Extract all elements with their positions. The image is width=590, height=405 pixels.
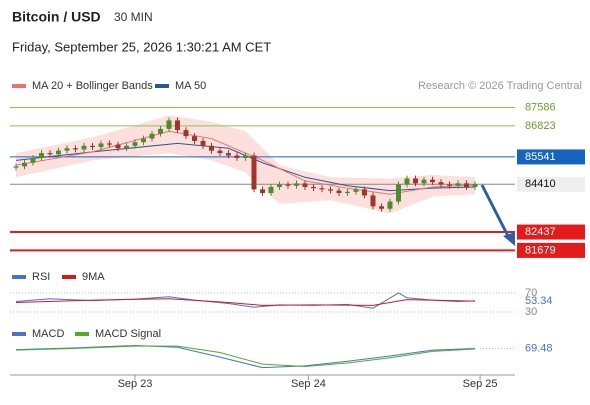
- candle-body: [430, 179, 435, 183]
- level-label: 86823: [525, 120, 556, 132]
- level-box: [517, 224, 585, 240]
- candle-body: [30, 157, 36, 163]
- macd-line: [15, 345, 476, 368]
- candle-body: [192, 136, 197, 141]
- candle-body: [455, 183, 461, 186]
- candle-body: [260, 189, 265, 194]
- candle-body: [413, 178, 418, 184]
- candle-body: [294, 183, 299, 186]
- candle-body: [345, 191, 350, 194]
- source: Research © 2026 Trading Central: [418, 80, 582, 92]
- candle-body: [379, 206, 384, 209]
- legend-swatch: [12, 84, 26, 88]
- candle-body: [472, 184, 478, 187]
- forecast-arrow: [480, 184, 511, 239]
- rsi-tick-label: 30: [525, 306, 537, 318]
- candle-body: [387, 201, 393, 209]
- candle-body: [243, 155, 248, 158]
- candle-body: [217, 150, 223, 154]
- candle-body: [209, 145, 214, 151]
- bollinger-band: [16, 115, 475, 214]
- macd-line: [15, 344, 476, 369]
- rsi-value-label: 53.34: [525, 295, 553, 307]
- candle-body: [404, 178, 410, 185]
- legend-swatch: [75, 332, 89, 336]
- interval: 30 MIN: [114, 10, 153, 24]
- candle-body: [302, 183, 308, 187]
- candle-body: [328, 189, 333, 191]
- candle-body: [90, 145, 95, 148]
- candle-body: [166, 120, 172, 129]
- arrow-head: [503, 232, 515, 246]
- candle-body: [396, 184, 401, 202]
- chart-title: Bitcoin / USD: [12, 9, 101, 25]
- candle-body: [107, 143, 112, 145]
- candle-body: [98, 143, 104, 148]
- rsi-tick-label: 70: [525, 287, 537, 299]
- candle-body: [56, 150, 61, 155]
- candle-body: [226, 153, 231, 156]
- candle-body: [234, 155, 240, 158]
- candle-body: [362, 189, 367, 196]
- candle-body: [421, 179, 427, 184]
- level-box: [517, 149, 585, 165]
- ma20-line: [15, 130, 476, 195]
- x-tick-label: Sep 25: [463, 378, 498, 390]
- candle-body: [141, 138, 146, 143]
- level-label: 82437: [525, 226, 556, 238]
- candle-body: [64, 148, 70, 151]
- rsi-line: [15, 298, 476, 306]
- legend-label: MA 20 + Bollinger Bands: [32, 80, 153, 92]
- level-label: 85541: [525, 151, 556, 163]
- level-label: 87586: [525, 101, 556, 113]
- legend-label: RSI: [32, 271, 50, 283]
- candle-body: [149, 133, 155, 139]
- legend-swatch: [12, 332, 26, 336]
- candle-body: [200, 140, 206, 146]
- legend-label: 9MA: [82, 271, 105, 283]
- candle-body: [158, 128, 163, 134]
- legend-swatch: [12, 275, 26, 279]
- candle-body: [268, 186, 274, 194]
- legend-swatch: [155, 84, 169, 88]
- macd-value-label: 69.48: [525, 342, 553, 354]
- subtitle: Friday, September 25, 2026 1:30:21 AM CE…: [12, 39, 271, 54]
- candle-body: [277, 184, 282, 187]
- legend-label: MA 50: [175, 80, 206, 92]
- candle-body: [183, 130, 189, 137]
- candle-body: [81, 145, 87, 150]
- level-label: 81679: [525, 244, 556, 256]
- candle-body: [175, 120, 180, 131]
- level-label: 84410: [525, 178, 556, 190]
- candle-body: [47, 153, 53, 155]
- legend-label: MACD Signal: [95, 328, 161, 340]
- candle-body: [370, 195, 376, 207]
- x-tick-label: Sep 23: [118, 378, 153, 390]
- candle-body: [132, 142, 138, 146]
- candle-body: [464, 183, 469, 187]
- candle-body: [311, 186, 316, 189]
- candle-body: [285, 184, 291, 186]
- candle-body: [115, 144, 121, 149]
- candle-body: [438, 182, 444, 185]
- candle-body: [447, 184, 452, 186]
- level-box: [517, 242, 585, 258]
- candle-body: [319, 188, 325, 190]
- legend-swatch: [62, 275, 76, 279]
- candle-body: [39, 153, 44, 158]
- candle-body: [124, 145, 129, 149]
- legend-label: MACD: [32, 328, 64, 340]
- x-tick-label: Sep 24: [291, 378, 326, 390]
- candle-body: [13, 166, 19, 168]
- candle-body: [353, 189, 359, 192]
- candle-body: [251, 155, 257, 190]
- level-box: [517, 176, 585, 192]
- candle-body: [336, 190, 342, 194]
- plot-area: Sep 23 Sep 24 Sep 25 87586 86823 85541 84410 82…: [10, 101, 585, 390]
- candle-body: [22, 162, 27, 167]
- candle-body: [73, 148, 78, 150]
